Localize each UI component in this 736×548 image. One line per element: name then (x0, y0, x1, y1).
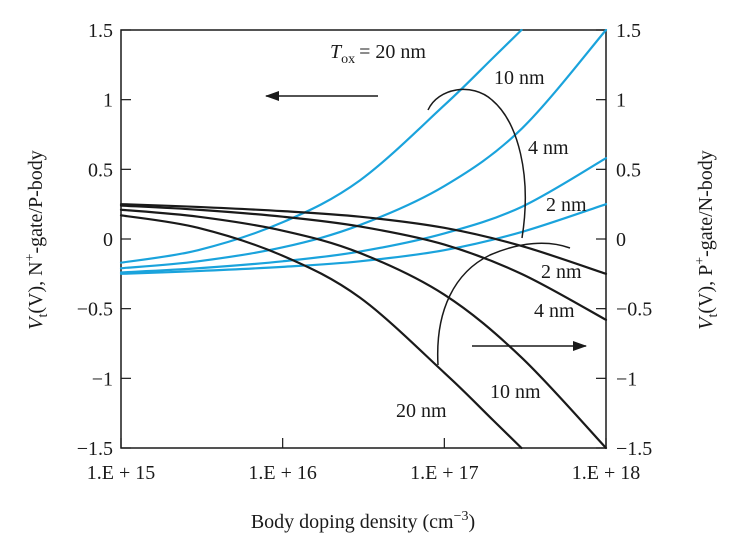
y-tick-labels-right: −1.5 −1 −0.5 0 0.5 1 1.5 (616, 20, 652, 460)
series-lines (119, 28, 608, 450)
y-tick-label-left: 1 (103, 90, 113, 112)
y-tick-label-right: 1 (616, 90, 626, 112)
x-tick-label: 1.E + 18 (572, 462, 641, 484)
y-tick-label-left: −0.5 (77, 299, 113, 321)
y-axis-title-left: Vt(V), N+-gate/P-body (23, 150, 51, 330)
bottom-group-brace (436, 242, 571, 366)
label-tox-20nm-top: Tox = 20 nm (330, 41, 426, 67)
x-tick-label: 1.E + 17 (410, 462, 479, 484)
nmos-series-20nm (119, 28, 523, 264)
y-tick-label-right: −1.5 (616, 438, 652, 460)
x-tick-label: 1.E + 16 (248, 462, 317, 484)
label-4nm-bottom: 4 nm (534, 300, 575, 322)
y-tick-label-left: 1.5 (88, 20, 113, 42)
x-tick-label: 1.E + 15 (87, 462, 156, 484)
y-tick-label-right: 0.5 (616, 159, 641, 181)
nmos-series-4nm (119, 157, 608, 274)
y-tick-label-left: −1 (92, 368, 113, 390)
label-10nm-top: 10 nm (494, 67, 545, 89)
pmos-series-20nm (119, 214, 523, 450)
y-tick-labels-left: −1.5 −1 −0.5 0 0.5 1 1.5 (77, 20, 113, 460)
y-axis-title-right: Vt(V), P+-gate/N-body (693, 150, 721, 330)
y-tick-label-left: 0.5 (88, 159, 113, 181)
nmos-series-2nm (119, 203, 608, 275)
label-20nm-bottom: 20 nm (396, 400, 447, 422)
top-group-brace (427, 88, 526, 239)
x-axis-title: Body doping density (cm−3) (251, 509, 475, 533)
y-tick-label-right: 1.5 (616, 20, 641, 42)
y-tick-label-right: 0 (616, 229, 626, 251)
label-2nm-top: 2 nm (546, 194, 587, 216)
y-tick-label-right: −0.5 (616, 299, 652, 321)
pmos-series-4nm (119, 204, 608, 321)
label-4nm-top: 4 nm (528, 137, 569, 159)
label-10nm-bottom: 10 nm (490, 381, 541, 403)
y-tick-label-left: −1.5 (77, 438, 113, 460)
axis-ticks (120, 29, 607, 449)
nmos-series-10nm (119, 28, 608, 270)
pmos-series-10nm (119, 208, 608, 450)
y-tick-label-left: 0 (103, 229, 113, 251)
label-2nm-bottom: 2 nm (541, 261, 582, 283)
x-tick-labels: 1.E + 15 1.E + 16 1.E + 17 1.E + 18 (87, 462, 641, 484)
pmos-series-2nm (119, 203, 608, 275)
y-tick-label-right: −1 (616, 368, 637, 390)
